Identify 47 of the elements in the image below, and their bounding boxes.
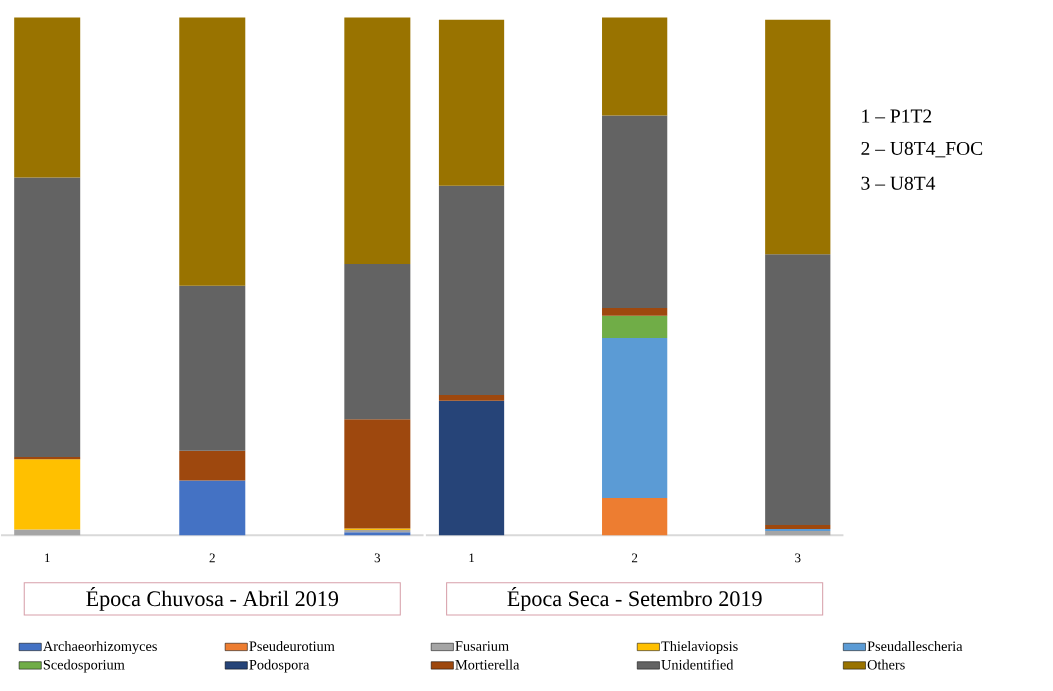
legend-label: Mortierella bbox=[455, 659, 520, 670]
bar bbox=[602, 308, 668, 316]
x-tick-label: 2 bbox=[631, 553, 638, 563]
legend-label: Podospora bbox=[249, 659, 310, 673]
bar bbox=[14, 17, 81, 178]
legend-label: Thielaviopsis bbox=[661, 641, 738, 655]
bar bbox=[179, 480, 246, 536]
x-tick-label: 3 bbox=[795, 553, 801, 563]
bar bbox=[765, 525, 831, 530]
legend-label: Fusarium bbox=[455, 641, 509, 652]
bar bbox=[438, 400, 505, 536]
text: 3 – U8T4 bbox=[861, 176, 936, 191]
x-tick-label: 1 bbox=[469, 553, 475, 563]
bar bbox=[344, 264, 411, 420]
bar bbox=[179, 285, 246, 452]
legend-label: Pseudallescheria bbox=[867, 641, 963, 652]
x-tick-label: 2 bbox=[209, 553, 215, 563]
legend-label: Pseudeurotium bbox=[249, 641, 335, 652]
legend-label: Archaeorhizomyces bbox=[43, 641, 157, 655]
bar bbox=[602, 498, 668, 536]
bar bbox=[765, 19, 831, 255]
bar bbox=[602, 17, 668, 116]
legend-label: Others bbox=[867, 659, 905, 670]
bar bbox=[179, 451, 246, 481]
bar bbox=[438, 395, 505, 401]
bar bbox=[344, 17, 411, 265]
bar bbox=[344, 419, 411, 529]
x-tick-label: 3 bbox=[374, 553, 381, 563]
bar bbox=[765, 254, 831, 526]
text: Época Seca - Setembro 2019 bbox=[507, 587, 762, 611]
text: 1 – P1T2 bbox=[862, 109, 932, 123]
bar bbox=[14, 457, 81, 460]
text: 2 – U8T4_FOC bbox=[861, 142, 983, 158]
bar bbox=[602, 315, 668, 339]
bar bbox=[179, 17, 246, 286]
bar bbox=[14, 177, 81, 458]
bar bbox=[602, 115, 668, 309]
bar bbox=[14, 459, 81, 530]
legend-label: Scedosporium bbox=[43, 659, 125, 673]
x-tick-label: 1 bbox=[45, 553, 50, 563]
bar bbox=[765, 529, 831, 532]
bar bbox=[438, 19, 505, 187]
bar bbox=[602, 338, 668, 499]
text: Época Chuvosa - Abril 2019 bbox=[86, 587, 339, 611]
bar bbox=[765, 531, 831, 536]
bar bbox=[438, 186, 505, 396]
legend-label: Unidentified bbox=[661, 659, 734, 670]
